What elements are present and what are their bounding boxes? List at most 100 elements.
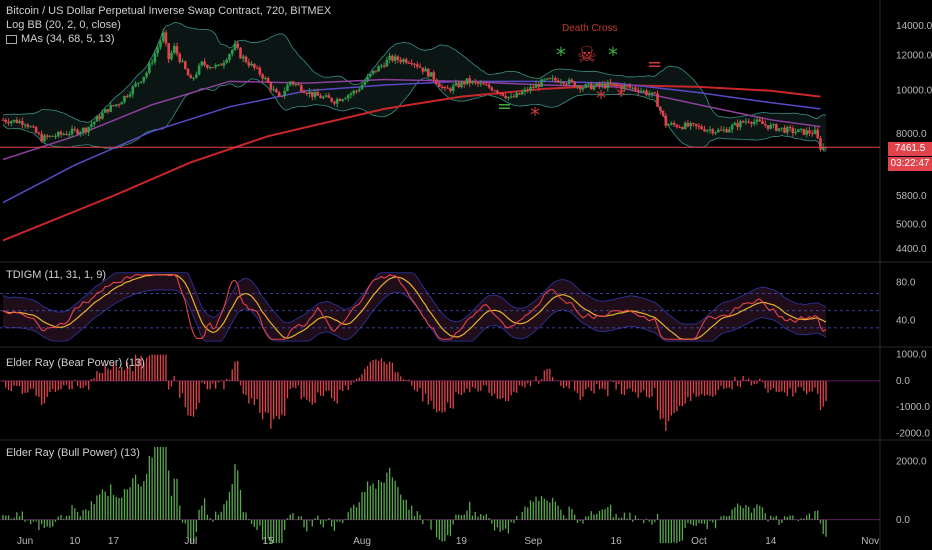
candle-body: [747, 121, 750, 123]
candle-body: [189, 75, 193, 79]
candle-body: [178, 53, 182, 62]
candle-body: [623, 85, 626, 89]
candle-body: [675, 124, 679, 128]
candle-body: [214, 64, 217, 68]
candle-body: [810, 133, 814, 135]
candle-body: [12, 119, 16, 122]
candle-body: [435, 79, 438, 84]
candle-body: [9, 121, 13, 124]
candle-body: [413, 63, 416, 65]
candle-body: [230, 49, 234, 55]
candle-body: [225, 59, 229, 63]
main-legend: Bitcoin / US Dollar Perpetual Inverse Sw…: [6, 4, 331, 46]
candle-body: [465, 78, 469, 85]
candle-body: [197, 65, 201, 75]
candle-body: [714, 132, 717, 134]
candle-body: [600, 83, 604, 86]
bear-tick-label: 0.0: [896, 376, 910, 387]
candle-body: [694, 123, 698, 126]
green-star-right: *: [608, 43, 618, 67]
candle-body: [280, 96, 284, 98]
candle-body: [451, 85, 455, 91]
candle-body: [250, 63, 253, 66]
candle-body: [382, 65, 386, 67]
candle-body: [774, 124, 778, 131]
price-tick-label: 10000.0: [896, 86, 932, 97]
tdigm-legend: TDIGM (11, 31, 1, 9): [6, 269, 107, 281]
candle-body: [631, 87, 634, 89]
candle-body: [763, 124, 767, 126]
candle-body: [468, 78, 472, 84]
candle-body: [476, 82, 480, 84]
candle-body: [40, 134, 43, 142]
candle-body: [114, 104, 118, 106]
candle-body: [766, 125, 770, 129]
candle-body: [183, 61, 187, 69]
candle-body: [576, 85, 579, 87]
price-tick-label: 5000.0: [896, 219, 927, 230]
candle-body: [324, 95, 328, 97]
candle-body: [327, 95, 331, 98]
candle-body: [291, 81, 295, 85]
candle-body: [722, 129, 726, 131]
last-price-tag: 7461.5: [888, 142, 932, 156]
ma-legend: MAs (34, 68, 5, 13): [6, 32, 331, 46]
bear-power-pane[interactable]: [0, 354, 880, 431]
candle-body: [728, 129, 731, 133]
tdigm-pane[interactable]: [0, 272, 880, 342]
candle-body: [562, 81, 565, 84]
candle-body: [156, 47, 159, 54]
candle-body: [363, 81, 367, 85]
time-tick-label: 10: [69, 536, 81, 547]
candle-body: [131, 86, 135, 95]
eye-icon[interactable]: [6, 34, 17, 44]
candle-body: [438, 83, 441, 87]
candle-body: [137, 82, 140, 84]
candle-body: [330, 97, 333, 102]
moving-average-line: [2, 80, 821, 204]
candle-body: [780, 127, 784, 129]
candle-body: [565, 83, 568, 85]
candle-body: [509, 96, 513, 98]
candle-body: [316, 92, 320, 96]
candle-body: [159, 41, 162, 48]
candle-body: [736, 123, 739, 128]
candle-body: [54, 136, 57, 138]
candle-body: [603, 83, 607, 89]
candle-body: [819, 138, 822, 150]
bull-tick-label: 2000.0: [896, 456, 927, 467]
candle-body: [443, 87, 447, 89]
candle-body: [29, 126, 32, 128]
candle-body: [783, 127, 786, 133]
candle-body: [642, 90, 646, 92]
candle-body: [305, 93, 309, 95]
candle-body: [548, 78, 552, 80]
candle-body: [543, 79, 546, 81]
bollinger-band-upper: [2, 22, 827, 123]
candle-body: [805, 130, 808, 135]
candle-body: [264, 78, 267, 80]
candle-body: [217, 64, 220, 66]
candle-body: [460, 81, 463, 88]
candle-body: [570, 79, 574, 82]
candle-body: [98, 116, 101, 119]
candle-body: [258, 67, 262, 75]
candle-body: [21, 121, 24, 125]
candle-body: [341, 99, 344, 101]
time-axis[interactable]: Jun 10 17 Jul 15 Aug 19 Sep 16 Oct 14 Nov: [17, 536, 879, 547]
moving-average-line: [2, 78, 821, 161]
bull-power-pane[interactable]: [0, 446, 880, 544]
candle-body: [454, 82, 458, 86]
candle-body: [175, 46, 179, 54]
countdown-tag: 03:22:47: [888, 157, 932, 171]
candle-body: [639, 90, 643, 92]
price-tick-label: 12000.0: [896, 51, 932, 62]
candle-body: [534, 84, 538, 88]
price-axis[interactable]: 14000.0 12000.0 10000.0 8000.0 5800.0 5000.0 4…: [896, 21, 932, 526]
price-pane[interactable]: [0, 22, 880, 242]
candle-body: [335, 99, 339, 104]
candle-body: [170, 52, 173, 60]
candle-body: [797, 129, 800, 133]
candle-body: [95, 116, 99, 122]
